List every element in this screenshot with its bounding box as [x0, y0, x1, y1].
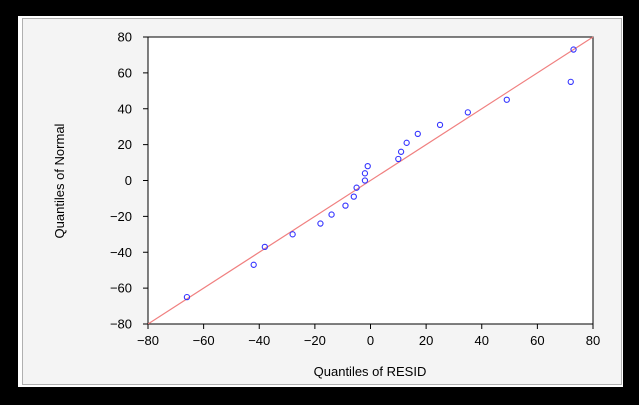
- data-point-18: [503, 96, 510, 103]
- data-point-19: [567, 78, 574, 85]
- x-tick-label: 80: [586, 333, 600, 348]
- y-tick-label: 20: [118, 137, 132, 152]
- data-point-15: [414, 130, 421, 138]
- y-tick-label: −80: [110, 317, 132, 332]
- data-point-20: [570, 46, 577, 53]
- x-tick-label: 40: [475, 333, 489, 348]
- x-tick-label: −60: [193, 333, 215, 348]
- reference-line: [147, 36, 594, 325]
- x-tick-label: 20: [419, 333, 433, 348]
- x-tick-label: −80: [137, 333, 159, 348]
- data-point-11: [364, 162, 371, 170]
- data-point-3: [289, 231, 296, 238]
- y-tick-label: −20: [110, 209, 132, 224]
- y-axis-title: Quantiles of Normal: [52, 123, 67, 238]
- data-point-7: [350, 193, 357, 200]
- data-point-6: [342, 202, 349, 209]
- data-point-16: [436, 121, 444, 129]
- data-point-4: [317, 220, 324, 227]
- data-point-0: [183, 293, 191, 301]
- data-point-2: [261, 243, 268, 251]
- x-axis-title: Quantiles of RESID: [314, 364, 427, 379]
- data-point-8: [353, 184, 360, 191]
- data-point-1: [250, 261, 257, 268]
- y-tick-label: −40: [110, 245, 132, 260]
- x-tick-label: 60: [530, 333, 544, 348]
- data-point-5: [328, 211, 335, 218]
- data-point-13: [397, 148, 405, 155]
- data-point-9: [361, 177, 369, 184]
- data-point-10: [361, 170, 369, 177]
- y-tick-label: −60: [110, 281, 132, 296]
- y-tick-label: 60: [118, 65, 132, 80]
- data-point-17: [464, 109, 471, 116]
- y-tick-label: 80: [118, 30, 132, 45]
- x-tick-label: −40: [248, 333, 270, 348]
- x-tick-label: 0: [367, 333, 374, 348]
- y-tick-label: 40: [118, 101, 132, 116]
- data-point-12: [395, 155, 402, 163]
- x-tick-label: −20: [304, 333, 326, 348]
- data-point-14: [403, 139, 410, 146]
- y-tick-label: 0: [125, 173, 132, 188]
